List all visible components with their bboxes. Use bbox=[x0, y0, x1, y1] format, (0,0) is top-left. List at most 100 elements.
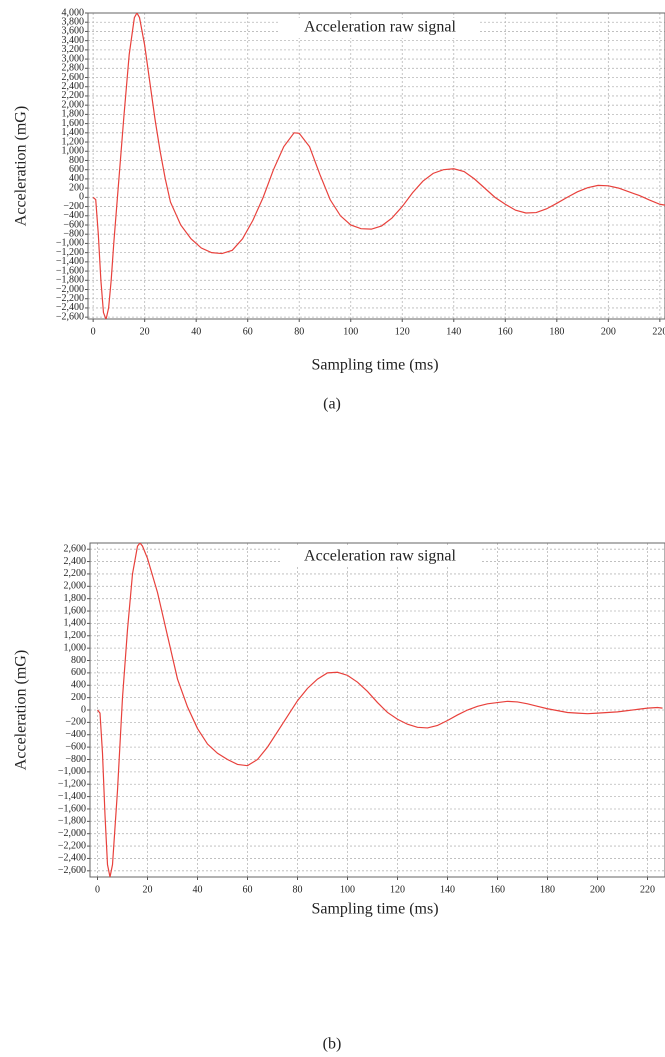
y-tick-label: 1,800 bbox=[64, 593, 87, 604]
y-tick-label: −1,800 bbox=[58, 816, 86, 827]
y-tick-label: 1,200 bbox=[64, 630, 87, 641]
y-tick-label: 0 bbox=[79, 192, 84, 203]
x-tick-label: 80 bbox=[293, 884, 303, 895]
y-tick-label: 1,600 bbox=[62, 118, 85, 129]
y-tick-label: 600 bbox=[71, 667, 86, 678]
x-tick-label: 120 bbox=[395, 326, 410, 337]
y-tick-label: −2,200 bbox=[58, 840, 86, 851]
y-tick-label: 400 bbox=[69, 173, 84, 184]
y-tick-label: −2,000 bbox=[56, 284, 84, 295]
y-tick-label: −2,000 bbox=[58, 828, 86, 839]
y-tick-label: −2,400 bbox=[56, 302, 84, 313]
y-tick-label: 200 bbox=[69, 182, 84, 193]
y-tick-label: 2,200 bbox=[62, 90, 85, 101]
y-tick-label: 1,400 bbox=[62, 127, 85, 138]
y-tick-label: 3,200 bbox=[62, 44, 85, 55]
y-tick-label: 2,200 bbox=[64, 568, 87, 579]
x-axis-label: Sampling time (ms) bbox=[311, 357, 438, 374]
y-tick-label: 2,000 bbox=[62, 99, 85, 110]
x-tick-label: 160 bbox=[490, 884, 505, 895]
x-tick-label: 40 bbox=[191, 326, 201, 337]
y-tick-label: 3,000 bbox=[62, 53, 85, 64]
y-tick-label: −1,000 bbox=[56, 238, 84, 249]
x-tick-label: 80 bbox=[294, 326, 304, 337]
y-tick-label: 800 bbox=[71, 655, 86, 666]
caption: (a) bbox=[323, 396, 341, 413]
x-tick-label: 100 bbox=[343, 326, 358, 337]
plot-frame bbox=[87, 12, 665, 320]
chart-title: Acceleration raw signal bbox=[304, 548, 456, 565]
chart-title: Acceleration raw signal bbox=[304, 19, 456, 36]
y-tick-label: −1,800 bbox=[56, 275, 84, 286]
x-tick-label: 200 bbox=[590, 884, 605, 895]
x-tick-label: 0 bbox=[95, 884, 100, 895]
x-tick-label: 60 bbox=[243, 884, 253, 895]
title-bg bbox=[280, 547, 480, 567]
y-tick-label: 3,600 bbox=[62, 26, 85, 37]
y-tick-label: 1,800 bbox=[62, 109, 85, 120]
title-bg bbox=[280, 18, 480, 38]
y-tick-label: 800 bbox=[69, 155, 84, 166]
y-tick-label: 2,000 bbox=[64, 581, 87, 592]
y-tick-label: 1,000 bbox=[62, 146, 85, 157]
y-tick-label: −200 bbox=[65, 717, 86, 728]
x-tick-label: 40 bbox=[193, 884, 203, 895]
y-tick-label: −1,400 bbox=[58, 791, 86, 802]
y-tick-label: −1,600 bbox=[56, 265, 84, 276]
y-axis-label: Acceleration (mG) bbox=[13, 650, 30, 770]
signal-line bbox=[92, 13, 665, 319]
y-tick-label: −800 bbox=[63, 229, 84, 240]
x-tick-label: 100 bbox=[340, 884, 355, 895]
plot-frame bbox=[89, 542, 665, 878]
y-tick-label: 1,400 bbox=[64, 618, 87, 629]
y-axis-label: Acceleration (mG) bbox=[13, 106, 30, 226]
y-tick-label: −600 bbox=[65, 741, 86, 752]
x-tick-label: 200 bbox=[601, 326, 616, 337]
y-tick-label: −2,200 bbox=[56, 293, 84, 304]
x-tick-label: 180 bbox=[540, 884, 555, 895]
y-tick-label: 0 bbox=[81, 704, 86, 715]
y-tick-label: 2,400 bbox=[64, 556, 87, 567]
y-tick-label: 200 bbox=[71, 692, 86, 703]
y-tick-label: 2,600 bbox=[62, 72, 85, 83]
y-tick-label: 400 bbox=[71, 680, 86, 691]
x-tick-label: 220 bbox=[640, 884, 655, 895]
y-tick-label: −800 bbox=[65, 754, 86, 765]
x-tick-label: 140 bbox=[440, 884, 455, 895]
signal-line bbox=[97, 543, 663, 877]
y-tick-label: 2,400 bbox=[62, 81, 85, 92]
y-tick-label: 1,200 bbox=[62, 136, 85, 147]
y-tick-label: 3,400 bbox=[62, 35, 85, 46]
x-tick-label: 0 bbox=[91, 326, 96, 337]
y-tick-label: −2,600 bbox=[58, 865, 86, 876]
y-tick-label: −200 bbox=[63, 201, 84, 212]
y-tick-label: −1,200 bbox=[58, 779, 86, 790]
x-tick-label: 20 bbox=[140, 326, 150, 337]
x-tick-label: 140 bbox=[446, 326, 461, 337]
y-tick-label: 600 bbox=[69, 164, 84, 175]
y-tick-label: −1,600 bbox=[58, 803, 86, 814]
caption: (b) bbox=[323, 1036, 342, 1053]
y-tick-label: 2,600 bbox=[64, 543, 87, 554]
y-tick-label: −600 bbox=[63, 219, 84, 230]
y-tick-label: −400 bbox=[65, 729, 86, 740]
y-tick-label: −400 bbox=[63, 210, 84, 221]
y-tick-label: 4,000 bbox=[62, 7, 85, 18]
x-tick-label: 20 bbox=[143, 884, 153, 895]
y-tick-label: 2,800 bbox=[62, 63, 85, 74]
y-tick-label: −1,400 bbox=[56, 256, 84, 267]
y-tick-label: −2,600 bbox=[56, 311, 84, 322]
y-tick-label: 3,800 bbox=[62, 17, 85, 28]
chart-panel: 4,0003,8003,6003,4003,2003,0002,8002,600… bbox=[13, 7, 665, 413]
y-tick-label: 1,600 bbox=[64, 605, 87, 616]
x-tick-label: 120 bbox=[390, 884, 405, 895]
x-tick-label: 220 bbox=[652, 326, 665, 337]
x-tick-label: 60 bbox=[243, 326, 253, 337]
y-tick-label: −1,000 bbox=[58, 766, 86, 777]
y-tick-label: −1,200 bbox=[56, 247, 84, 258]
y-tick-label: −2,400 bbox=[58, 853, 86, 864]
x-axis-label: Sampling time (ms) bbox=[311, 901, 438, 918]
x-tick-label: 180 bbox=[549, 326, 564, 337]
